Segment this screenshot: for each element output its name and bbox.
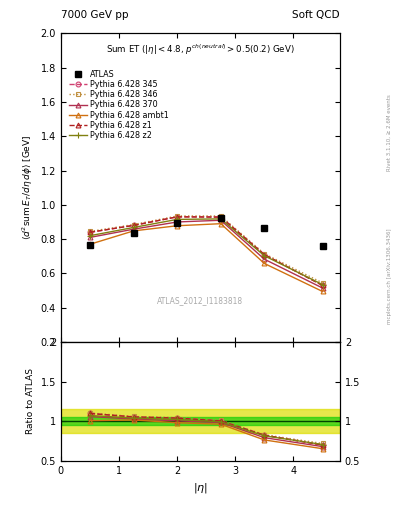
Text: ATLAS_2012_I1183818: ATLAS_2012_I1183818 bbox=[157, 296, 244, 305]
Y-axis label: Ratio to ATLAS: Ratio to ATLAS bbox=[26, 369, 35, 434]
Text: mcplots.cern.ch [arXiv:1306.3436]: mcplots.cern.ch [arXiv:1306.3436] bbox=[387, 229, 391, 324]
Y-axis label: $\langle d^2\mathrm{sum}\,E_T/d\eta\,d\phi\rangle$ [GeV]: $\langle d^2\mathrm{sum}\,E_T/d\eta\,d\p… bbox=[21, 135, 35, 240]
X-axis label: $|\eta|$: $|\eta|$ bbox=[193, 481, 208, 495]
Text: Sum ET ($|\eta| < 4.8$, $p^{ch(neutral)} > 0.5(0.2)$ GeV): Sum ET ($|\eta| < 4.8$, $p^{ch(neutral)}… bbox=[106, 42, 295, 57]
Legend: ATLAS, Pythia 6.428 345, Pythia 6.428 346, Pythia 6.428 370, Pythia 6.428 ambt1,: ATLAS, Pythia 6.428 345, Pythia 6.428 34… bbox=[68, 68, 171, 142]
Text: 7000 GeV pp: 7000 GeV pp bbox=[61, 10, 129, 20]
Text: Rivet 3.1.10, ≥ 2.6M events: Rivet 3.1.10, ≥ 2.6M events bbox=[387, 95, 391, 172]
Text: Soft QCD: Soft QCD bbox=[292, 10, 340, 20]
